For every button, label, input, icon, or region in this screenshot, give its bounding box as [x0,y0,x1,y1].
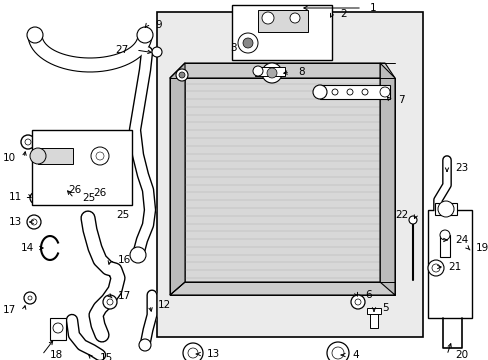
Polygon shape [28,35,152,72]
Text: 22: 22 [394,210,407,220]
Text: 11: 11 [9,192,22,202]
Circle shape [27,27,43,43]
Text: 7: 7 [397,95,404,105]
Circle shape [30,148,46,164]
Circle shape [30,192,42,204]
Bar [50,318,66,340]
Circle shape [262,63,282,83]
Bar [254,67,285,76]
Circle shape [24,292,36,304]
Text: 20: 20 [454,350,467,360]
Text: 9: 9 [155,20,162,30]
Circle shape [107,299,113,305]
Circle shape [439,230,449,240]
Polygon shape [170,282,394,295]
Text: 26: 26 [68,185,81,195]
Text: 23: 23 [454,163,468,173]
Text: 25: 25 [116,210,129,220]
Text: 10: 10 [3,153,16,163]
Circle shape [139,339,151,351]
Text: 17: 17 [3,305,16,315]
Bar [319,85,389,99]
Circle shape [289,13,299,23]
Bar [32,138,37,146]
Text: 8: 8 [297,67,304,77]
Circle shape [431,264,439,272]
Circle shape [350,295,364,309]
Text: 24: 24 [454,235,468,245]
Text: 19: 19 [475,243,488,253]
Text: 16: 16 [118,255,131,265]
Circle shape [179,72,184,78]
Circle shape [437,201,453,217]
Circle shape [21,135,35,149]
Circle shape [91,147,109,165]
Bar [38,148,73,164]
Circle shape [34,196,38,200]
Circle shape [25,139,31,145]
Circle shape [31,219,37,225]
Circle shape [103,295,117,309]
Bar [32,130,132,205]
Circle shape [266,68,276,78]
Polygon shape [170,63,184,295]
Text: 27: 27 [115,45,128,55]
Polygon shape [170,63,394,78]
Circle shape [252,66,263,76]
Polygon shape [379,63,394,295]
Text: 12: 12 [158,300,171,310]
Circle shape [130,247,146,263]
Circle shape [331,89,337,95]
Circle shape [379,87,389,97]
Text: 14: 14 [20,243,34,253]
Text: 5: 5 [381,303,388,313]
Circle shape [354,299,360,305]
Circle shape [137,27,153,43]
Circle shape [331,347,343,359]
Text: 3: 3 [230,43,237,53]
Text: 25: 25 [82,193,95,203]
Circle shape [53,323,63,333]
Circle shape [27,215,41,229]
Bar [427,210,471,318]
Bar [258,10,307,32]
Text: 15: 15 [100,353,113,360]
Circle shape [152,47,162,57]
Circle shape [361,89,367,95]
Circle shape [238,33,258,53]
Bar [157,12,422,337]
Text: 1: 1 [369,3,376,13]
Circle shape [183,343,203,360]
Bar [231,5,331,60]
Circle shape [243,38,252,48]
Bar [184,63,379,282]
Text: 26: 26 [93,188,106,198]
Circle shape [262,12,273,24]
Circle shape [312,85,326,99]
Circle shape [408,216,416,224]
Circle shape [187,348,198,358]
Circle shape [96,152,104,160]
Circle shape [28,296,32,300]
Text: 21: 21 [447,262,460,272]
Bar [369,308,377,328]
Circle shape [176,69,187,81]
Text: 6: 6 [364,290,371,300]
Circle shape [346,89,352,95]
Bar [434,203,456,215]
Bar [366,308,380,314]
Circle shape [326,342,348,360]
Text: 2: 2 [339,9,346,19]
Text: 17: 17 [118,291,131,301]
Text: 13: 13 [206,349,220,359]
Circle shape [427,260,443,276]
Text: 13: 13 [9,217,22,227]
Bar [439,235,449,257]
Text: 4: 4 [351,350,358,360]
Text: 18: 18 [50,350,63,360]
